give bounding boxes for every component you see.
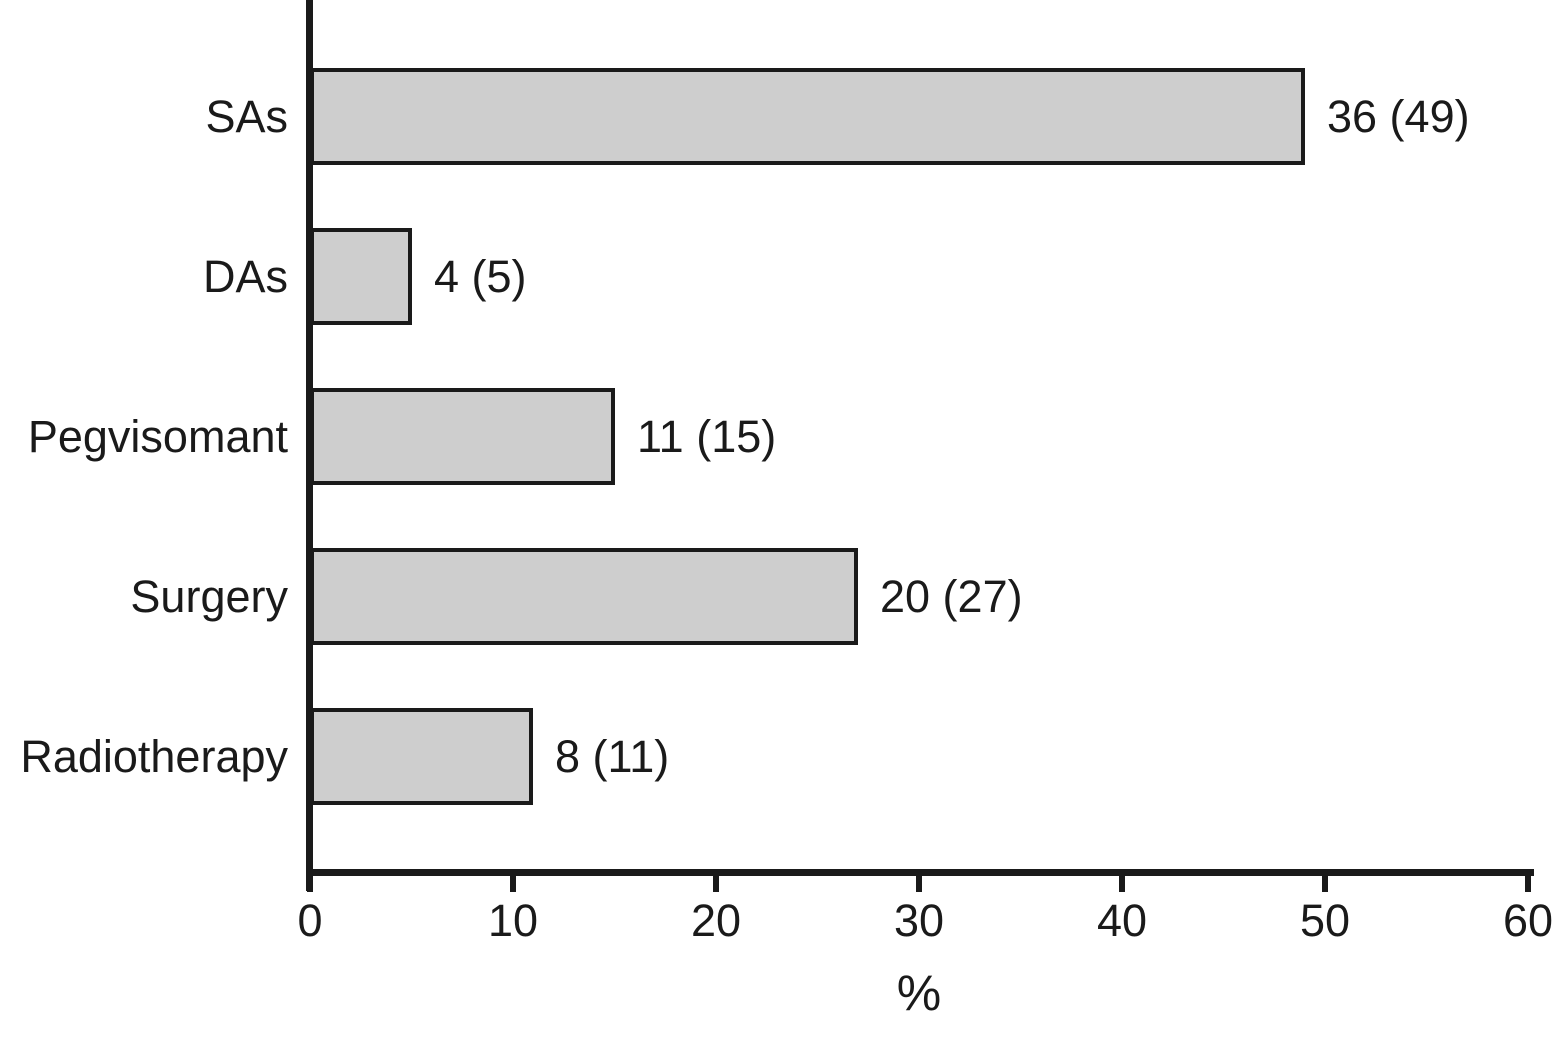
x-axis-tick-label: 60: [1502, 895, 1554, 946]
x-axis-tick: [713, 874, 719, 892]
bar: [310, 548, 858, 645]
x-axis-tick-label: 0: [297, 895, 323, 946]
x-axis-tick: [307, 874, 313, 892]
category-label: Pegvisomant: [27, 411, 288, 462]
category-label: Radiotherapy: [20, 731, 288, 782]
y-axis-line: [306, 0, 313, 891]
x-axis-tick: [916, 874, 922, 892]
x-axis-tick: [510, 874, 516, 892]
value-label: 11 (15): [637, 411, 777, 462]
x-axis-tick-label: 50: [1299, 895, 1351, 946]
bar: [310, 708, 533, 805]
x-axis-tick-label: 30: [893, 895, 945, 946]
x-axis-tick: [1322, 874, 1328, 892]
value-label: 4 (5): [434, 251, 527, 302]
bar: [310, 388, 615, 485]
category-label: DAs: [202, 251, 288, 302]
category-label: SAs: [205, 91, 288, 142]
value-label: 36 (49): [1327, 91, 1470, 142]
bar: [310, 68, 1305, 165]
category-label: Surgery: [130, 571, 288, 622]
value-label: 20 (27): [880, 571, 1023, 622]
x-axis-title: %: [896, 965, 942, 1021]
x-axis-tick-label: 40: [1096, 895, 1148, 946]
x-axis-tick: [1119, 874, 1125, 892]
x-axis-tick-label: 20: [690, 895, 742, 946]
bar: [310, 228, 412, 325]
x-axis-tick: [1525, 874, 1531, 892]
x-axis-line: [306, 869, 1534, 876]
value-label: 8 (11): [555, 731, 670, 782]
x-axis-tick-label: 10: [487, 895, 539, 946]
